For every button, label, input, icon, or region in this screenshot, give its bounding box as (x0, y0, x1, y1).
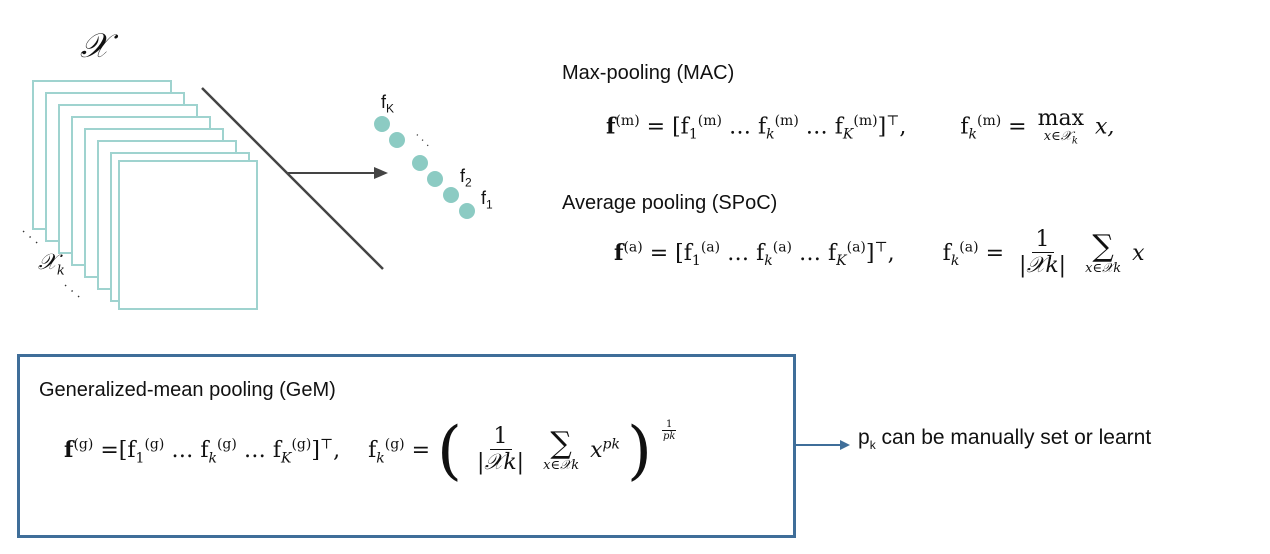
note-arrow (796, 440, 850, 450)
vector-label-top-sub: K (386, 101, 395, 116)
gem-outer-exp-num: 1 (662, 419, 677, 431)
avg-sum-op: ∑ (1092, 228, 1114, 264)
gem-left-paren: ( (437, 414, 463, 488)
avg-sup: (a) (623, 239, 643, 256)
vector-label-top: fK (381, 92, 394, 116)
gem-power: pk (602, 436, 620, 453)
gem-fraction-num: 1 (489, 425, 512, 451)
max-pooling-formula: f(m) = [f1(m) … fk(m) … fK(m)]⊤, fk(m) =… (606, 106, 1115, 147)
gem-sup: (g) (73, 436, 94, 453)
gem-outer-exp-den: pk (662, 431, 676, 442)
max-op-sub: x∈𝒳 (1043, 129, 1072, 144)
avg-tail: x (1132, 240, 1145, 266)
vector-label-mid-symbol: f (460, 166, 466, 186)
vector-label-last: f1 (481, 188, 493, 212)
avg-fraction-den: |𝒳k| (1019, 253, 1067, 279)
gem-pooling-formula: f(g) =[f1(g) … fk(g) … fK(g)]⊤, fk(g) = … (64, 419, 683, 483)
avg-fraction-num: 1 (1031, 227, 1054, 254)
max-op-text: max (1037, 106, 1084, 131)
note-symbol: p (858, 426, 870, 449)
vector-dot (374, 116, 390, 132)
tensor-label: 𝒳 (80, 26, 110, 66)
average-pooling-formula: f(a) = [f1(a) … fk(a) … fK(a)]⊤, fk(a) =… (614, 227, 1145, 280)
vector-dot (389, 132, 405, 148)
gem-fraction: 1 |𝒳k| (473, 425, 528, 477)
vector-dot (459, 203, 475, 219)
gem-sum-op: ∑ (550, 425, 572, 461)
note-text: pk can be manually set or learnt (858, 426, 1151, 452)
vector-dot (412, 155, 428, 171)
gem-right-paren: ) (626, 414, 652, 488)
slice-label-symbol: 𝒳 (38, 250, 57, 275)
average-pooling-title: Average pooling (SPoC) (562, 192, 778, 214)
vector-label-last-sub: 1 (486, 197, 493, 212)
max-operator: max x∈𝒳k (1037, 106, 1084, 147)
note-body: can be manually set or learnt (875, 426, 1152, 449)
vector-label-top-symbol: f (381, 92, 387, 112)
vector-dot (443, 187, 459, 203)
vector-ellipsis: · · · (412, 128, 435, 151)
gem-box: Generalized-mean pooling (GeM) f(g) =[f1… (17, 354, 796, 538)
vector-label-last-symbol: f (481, 188, 487, 208)
separator-line (201, 87, 384, 270)
pooling-arrow-head (374, 167, 388, 179)
max-tail: x, (1095, 114, 1115, 140)
max-pooling-title: Max-pooling (MAC) (562, 62, 735, 84)
avg-sum: ∑ x∈𝒳k (1085, 228, 1122, 276)
gem-fraction-den: |𝒳k| (477, 450, 525, 476)
pooling-arrow-graphic: · · · (201, 87, 475, 270)
gem-sum: ∑ x∈𝒳k (543, 425, 580, 473)
avg-fraction: 1 |𝒳k| (1015, 227, 1070, 280)
vector-label-mid-sub: 2 (465, 175, 472, 190)
gem-pooling-title: Generalized-mean pooling (GeM) (39, 379, 336, 401)
max-sup: (m) (615, 112, 640, 129)
vector-dot (427, 171, 443, 187)
avg-sum-sub: x∈𝒳k (1085, 260, 1122, 276)
gem-sum-sub: x∈𝒳k (543, 457, 580, 473)
stack-ellipsis-bottom: · · · (59, 276, 87, 304)
feature-map (118, 160, 258, 310)
vector-label-mid: f2 (460, 166, 472, 190)
gem-outer-exponent: 1 pk (659, 419, 679, 443)
note-symbol-sub: k (869, 438, 876, 453)
slice-label-sub: k (56, 263, 65, 279)
slice-label: 𝒳k (38, 250, 65, 278)
